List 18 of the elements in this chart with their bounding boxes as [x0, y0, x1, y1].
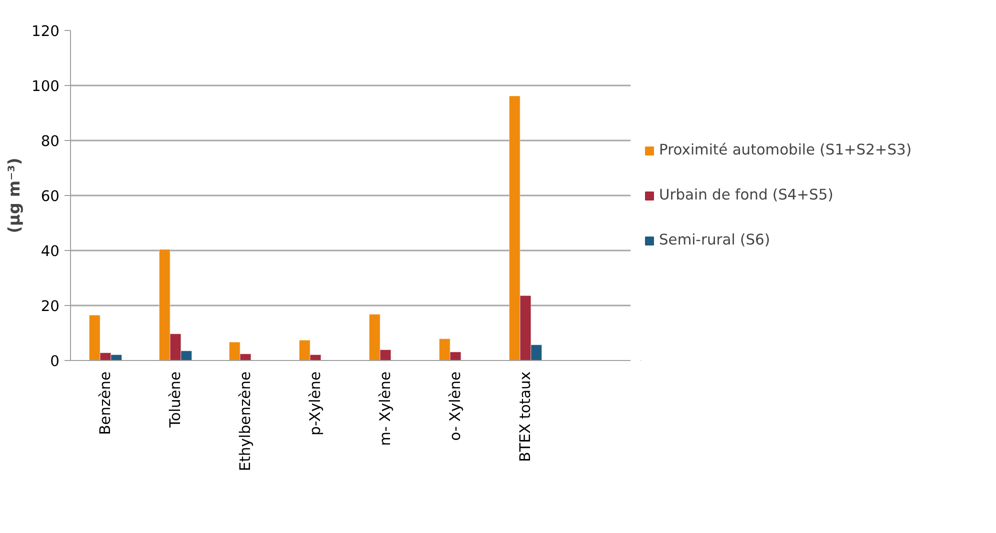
y-axis-title: (µg m⁻³): [4, 158, 24, 234]
legend-label: Semi-rural (S6): [659, 232, 770, 248]
legend-label: Urbain de fond (S4+S5): [659, 186, 834, 204]
y-tick-label: 60: [40, 188, 60, 205]
x-tick-label: o- Xylène: [447, 372, 464, 441]
y-tick-label: 120: [32, 23, 60, 40]
x-tick-label: Ethylbenzène: [237, 371, 254, 472]
x-tick-label: BTEX totaux: [517, 371, 534, 462]
x-tick-label: Toluène: [167, 371, 184, 429]
x-tick-label: m- Xylène: [377, 371, 394, 446]
x-tick-label: p-Xylène: [307, 371, 324, 436]
y-tick-label: 0: [50, 353, 60, 370]
legend-label: Proximité automobile (S1+S2+S3): [659, 142, 912, 158]
y-tick-label: 20: [40, 298, 60, 315]
y-tick-label: 40: [40, 243, 60, 260]
y-tick-label: 80: [40, 133, 60, 150]
x-tick-label: Benzène: [97, 371, 114, 435]
y-tick-label: 100: [32, 78, 60, 95]
